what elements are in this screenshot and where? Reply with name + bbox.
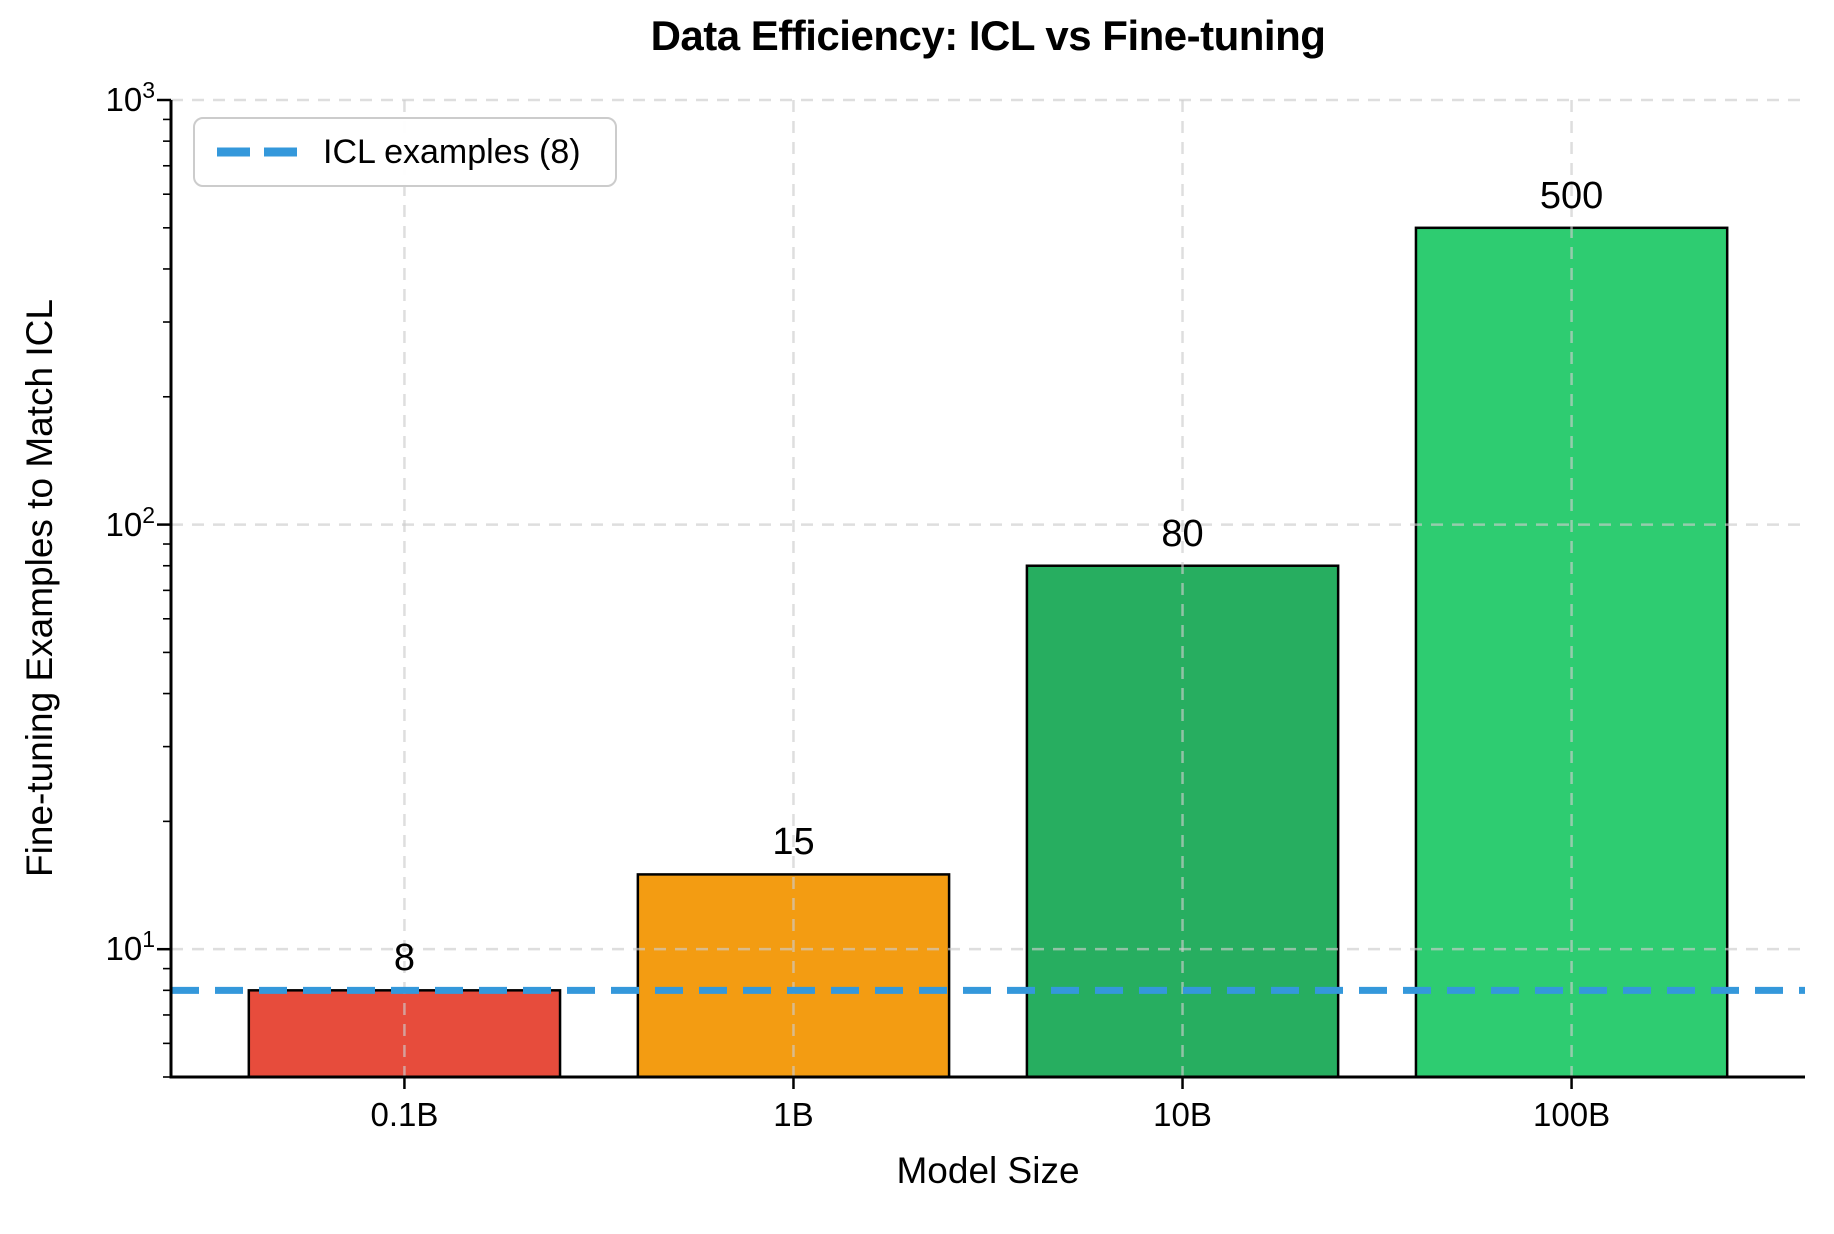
chart-canvas (157, 98, 1805, 1089)
bar-chart-figure: Data Efficiency: ICL vs Fine-tuning Fine… (19, 12, 1805, 1191)
